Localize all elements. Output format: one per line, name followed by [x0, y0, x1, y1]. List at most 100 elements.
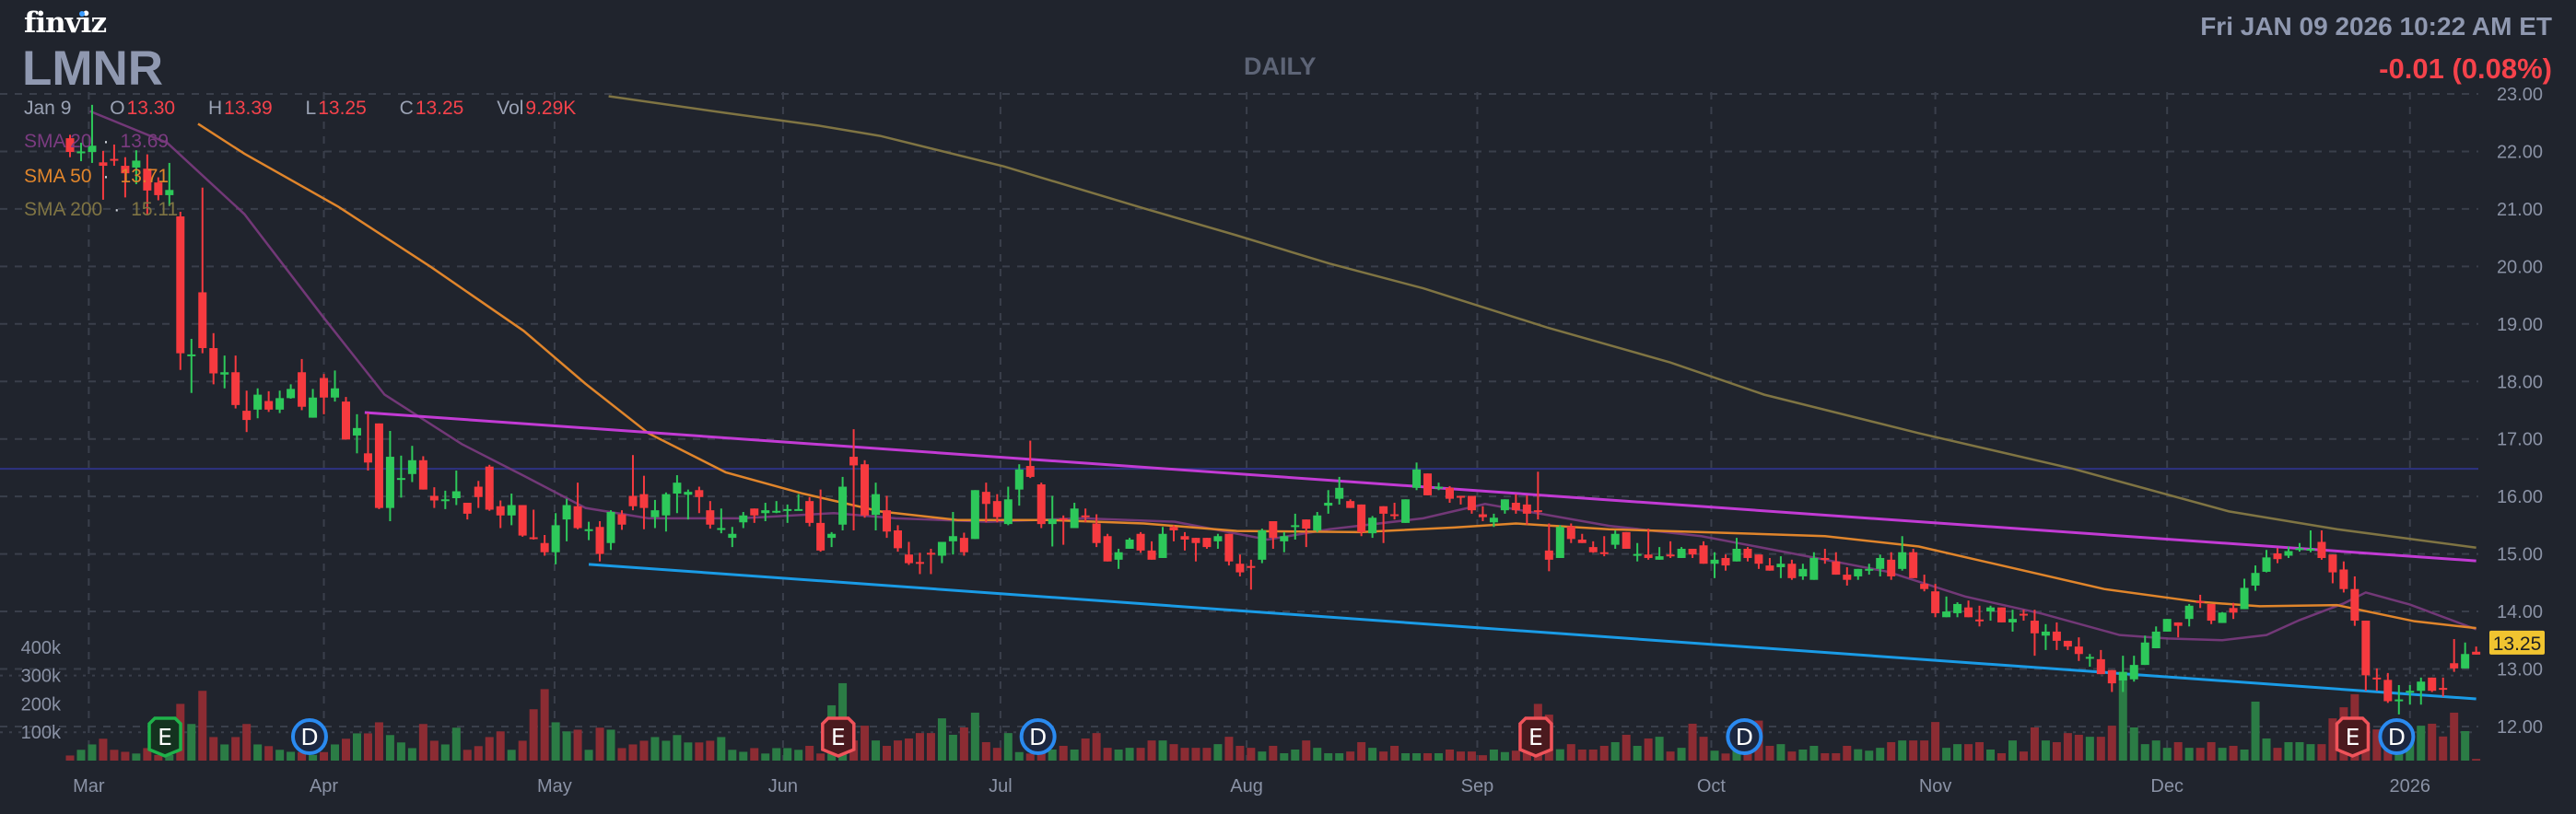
last-price-badge — [2489, 630, 2545, 655]
candle-body — [1677, 548, 1686, 558]
candle — [2383, 672, 2393, 704]
volume-bar — [342, 738, 350, 761]
volume-bar — [2118, 674, 2127, 761]
candle — [1964, 600, 1973, 618]
logo-dot — [79, 11, 85, 17]
volume-bar — [1511, 750, 1520, 761]
candle — [2096, 649, 2105, 675]
volume-bar — [2461, 730, 2470, 761]
candle — [1446, 485, 1454, 504]
dividend-marker[interactable]: D — [290, 718, 328, 755]
volume-bar — [650, 737, 660, 761]
sma200-legend[interactable]: SMA 200 · 15.11 — [24, 200, 178, 219]
candle — [1390, 503, 1399, 520]
separator-dot: · — [113, 199, 121, 220]
candle-body — [894, 529, 902, 549]
price-tick-label: 21.00 — [2497, 200, 2543, 220]
sma50-legend[interactable]: SMA 50 · 13.71 — [24, 167, 169, 186]
sma20-legend[interactable]: SMA 20 · 13.69 — [24, 132, 169, 151]
candle — [562, 498, 571, 541]
candle-body — [1412, 469, 1422, 488]
candle — [1555, 525, 1564, 558]
candle-body — [187, 354, 196, 356]
finviz-logo[interactable]: finviz — [24, 9, 107, 38]
volume-bar — [1158, 740, 1167, 761]
candle — [2450, 639, 2459, 672]
candle-body — [2129, 665, 2138, 680]
candle-body — [1854, 568, 1863, 576]
volume-bar — [595, 727, 604, 761]
volume-bar — [1865, 750, 1874, 761]
earnings-marker[interactable]: E — [821, 716, 856, 758]
candle — [1732, 538, 1741, 562]
candle — [176, 212, 185, 370]
candle-body — [915, 562, 924, 564]
candle-body — [1191, 538, 1200, 543]
date-tick-label: Nov — [1919, 776, 1952, 797]
event-marker-label: D — [2388, 724, 2406, 750]
candle-body — [1622, 531, 1631, 549]
volume-bar — [374, 722, 383, 761]
candle-body — [1688, 548, 1697, 555]
candle — [2295, 542, 2304, 552]
candle — [1599, 536, 1609, 557]
volume-bar — [2417, 726, 2426, 761]
candle — [1368, 516, 1377, 539]
earnings-marker[interactable]: E — [147, 716, 182, 758]
earnings-marker[interactable]: E — [2335, 716, 2371, 758]
candle-body — [1036, 484, 1046, 525]
candle-body — [2461, 654, 2470, 669]
volume-bar — [518, 740, 527, 761]
candle-body — [2151, 631, 2160, 649]
candle-body — [1821, 557, 1830, 560]
candle-body — [463, 503, 472, 514]
volume-bar — [110, 750, 119, 761]
volume-bar — [1368, 748, 1377, 761]
candle-body — [242, 411, 252, 421]
volume-bar — [1224, 737, 1234, 761]
volume-bar — [2273, 748, 2282, 761]
candle — [662, 492, 671, 532]
candle — [132, 150, 141, 185]
volume-bar — [573, 729, 582, 761]
candle-body — [2240, 587, 2249, 610]
candle-body — [231, 372, 240, 405]
candle-body — [1324, 503, 1333, 506]
date-tick-label: Oct — [1697, 776, 1727, 797]
volume-bar — [418, 724, 427, 761]
candle-body — [1446, 487, 1454, 499]
candle — [1467, 495, 1476, 514]
volume-bar — [154, 754, 163, 761]
volume-bar — [1898, 740, 1907, 761]
candle — [1059, 515, 1068, 545]
earnings-marker[interactable]: E — [1518, 716, 1553, 758]
candle — [1092, 514, 1101, 548]
volume-bar — [992, 748, 1001, 761]
candle-body — [374, 423, 383, 508]
candle-body — [540, 542, 549, 552]
volume-bar — [1655, 737, 1664, 761]
dividend-marker[interactable]: D — [1019, 718, 1057, 755]
dividend-marker[interactable]: D — [2378, 718, 2416, 755]
candle-body — [1809, 557, 1819, 580]
candle — [992, 494, 1001, 523]
volume-bar — [1522, 752, 1531, 761]
candle-body — [76, 151, 86, 154]
volume-bar — [2317, 744, 2326, 761]
dividend-marker[interactable]: D — [1726, 718, 1763, 755]
candle-body — [1566, 526, 1575, 540]
candle — [772, 501, 781, 514]
candle — [1522, 494, 1531, 525]
candle-body — [1997, 607, 2006, 622]
last-price-label: 13.25 — [2493, 634, 2542, 655]
candle — [595, 521, 604, 562]
candle — [827, 531, 837, 548]
candle-body — [1014, 469, 1024, 490]
candle-body — [1103, 536, 1112, 562]
candle-body — [1235, 564, 1245, 573]
candle-body — [176, 216, 185, 354]
candle — [915, 552, 924, 575]
volume-bar — [485, 737, 494, 761]
sma50-line — [197, 122, 2476, 630]
